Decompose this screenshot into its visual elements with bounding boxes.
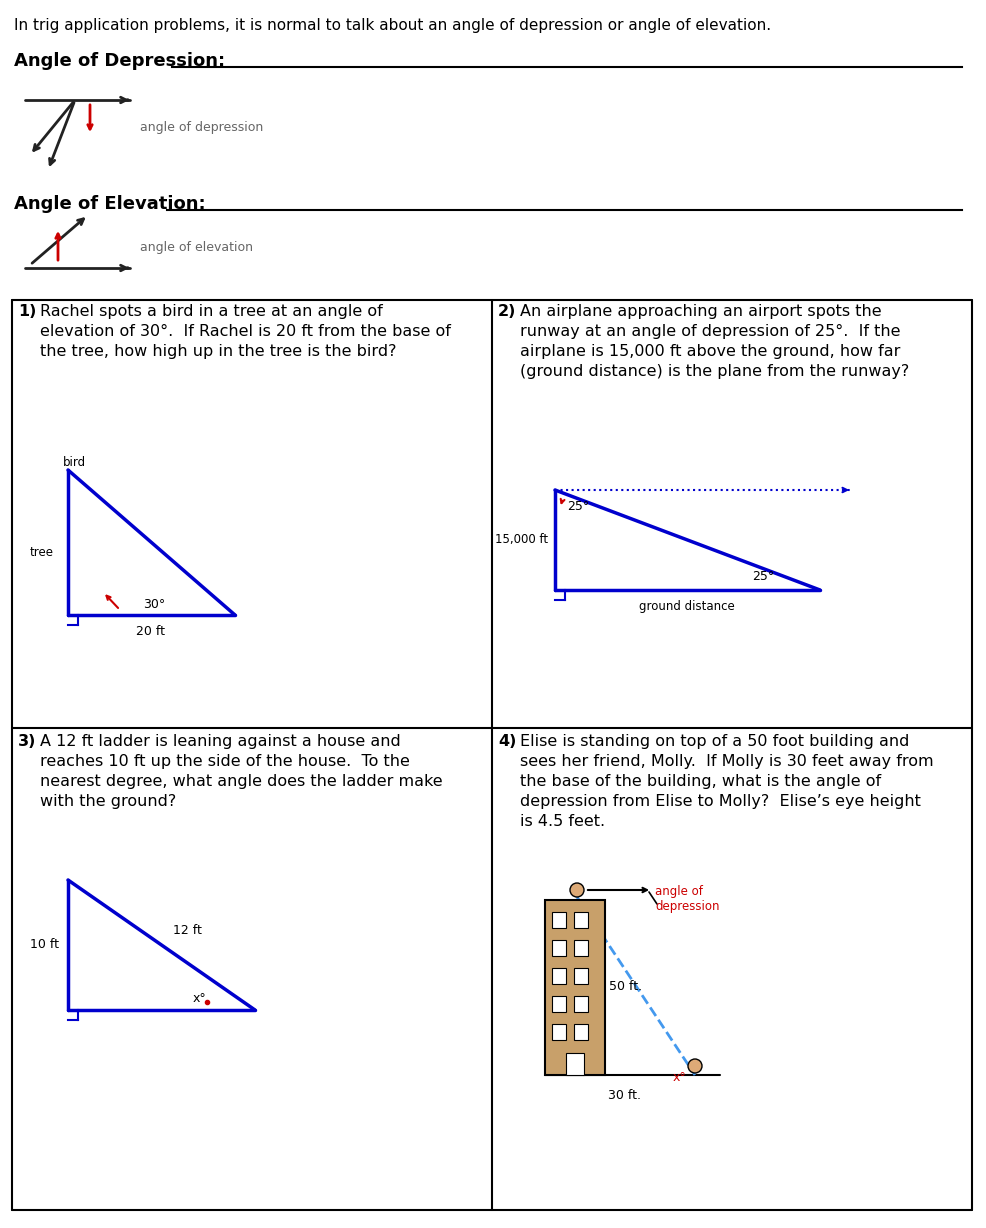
Text: 20 ft: 20 ft xyxy=(136,625,166,639)
Text: depression: depression xyxy=(655,900,720,912)
Text: bird: bird xyxy=(63,456,86,469)
Text: the tree, how high up in the tree is the bird?: the tree, how high up in the tree is the… xyxy=(40,344,396,359)
Text: Angle of Depression:: Angle of Depression: xyxy=(14,52,225,70)
Bar xyxy=(574,1024,588,1040)
Bar xyxy=(552,939,566,957)
Text: 10 ft: 10 ft xyxy=(30,938,59,952)
Text: angle of depression: angle of depression xyxy=(140,122,263,135)
Bar xyxy=(574,912,588,928)
Circle shape xyxy=(570,883,584,896)
Text: ground distance: ground distance xyxy=(639,600,735,613)
Text: tree: tree xyxy=(30,545,54,559)
Text: In trig application problems, it is normal to talk about an angle of depression : In trig application problems, it is norm… xyxy=(14,18,771,33)
Text: 2): 2) xyxy=(498,305,517,319)
Text: A 12 ft ladder is leaning against a house and: A 12 ft ladder is leaning against a hous… xyxy=(40,734,400,749)
Text: the base of the building, what is the angle of: the base of the building, what is the an… xyxy=(520,774,881,790)
Text: 30°: 30° xyxy=(143,598,166,612)
Bar xyxy=(574,968,588,984)
Text: is 4.5 feet.: is 4.5 feet. xyxy=(520,814,605,829)
Text: 12 ft: 12 ft xyxy=(173,923,202,937)
Text: depression from Elise to Molly?  Elise’s eye height: depression from Elise to Molly? Elise’s … xyxy=(520,795,921,809)
Bar xyxy=(552,1024,566,1040)
Bar xyxy=(574,996,588,1012)
Bar xyxy=(566,1052,584,1074)
Text: x°: x° xyxy=(673,1071,687,1084)
Text: 4): 4) xyxy=(498,734,517,749)
Text: with the ground?: with the ground? xyxy=(40,795,176,809)
Bar xyxy=(552,912,566,928)
Text: runway at an angle of depression of 25°.  If the: runway at an angle of depression of 25°.… xyxy=(520,324,900,339)
Text: 15,000 ft: 15,000 ft xyxy=(495,533,548,546)
Text: x°: x° xyxy=(193,992,207,1005)
Circle shape xyxy=(688,1059,702,1073)
Text: 30 ft.: 30 ft. xyxy=(608,1089,642,1102)
Text: Rachel spots a bird in a tree at an angle of: Rachel spots a bird in a tree at an angl… xyxy=(40,305,383,319)
Text: 3): 3) xyxy=(18,734,36,749)
Text: An airplane approaching an airport spots the: An airplane approaching an airport spots… xyxy=(520,305,881,319)
Text: sees her friend, Molly.  If Molly is 30 feet away from: sees her friend, Molly. If Molly is 30 f… xyxy=(520,754,934,769)
Text: 25°: 25° xyxy=(567,500,590,513)
Text: airplane is 15,000 ft above the ground, how far: airplane is 15,000 ft above the ground, … xyxy=(520,344,900,359)
Bar xyxy=(552,968,566,984)
Text: reaches 10 ft up the side of the house.  To the: reaches 10 ft up the side of the house. … xyxy=(40,754,410,769)
Text: nearest degree, what angle does the ladder make: nearest degree, what angle does the ladd… xyxy=(40,774,443,790)
Text: elevation of 30°.  If Rachel is 20 ft from the base of: elevation of 30°. If Rachel is 20 ft fro… xyxy=(40,324,451,339)
Bar xyxy=(574,939,588,957)
Text: 1): 1) xyxy=(18,305,36,319)
Text: angle of: angle of xyxy=(655,885,703,898)
Text: angle of elevation: angle of elevation xyxy=(140,242,253,254)
Text: (ground distance) is the plane from the runway?: (ground distance) is the plane from the … xyxy=(520,363,909,379)
Bar xyxy=(552,996,566,1012)
Text: Angle of Elevation:: Angle of Elevation: xyxy=(14,195,206,212)
Text: 50 ft.: 50 ft. xyxy=(609,980,642,993)
Text: 25°: 25° xyxy=(752,570,774,583)
Bar xyxy=(545,900,605,1074)
Text: Elise is standing on top of a 50 foot building and: Elise is standing on top of a 50 foot bu… xyxy=(520,734,909,749)
